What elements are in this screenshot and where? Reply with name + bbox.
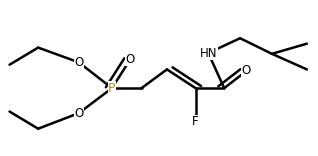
Text: P: P: [108, 82, 116, 95]
Text: O: O: [74, 56, 84, 69]
Text: O: O: [126, 53, 135, 66]
Text: O: O: [74, 107, 84, 120]
Text: O: O: [242, 64, 251, 78]
Text: F: F: [192, 115, 199, 128]
Text: HN: HN: [199, 46, 217, 60]
